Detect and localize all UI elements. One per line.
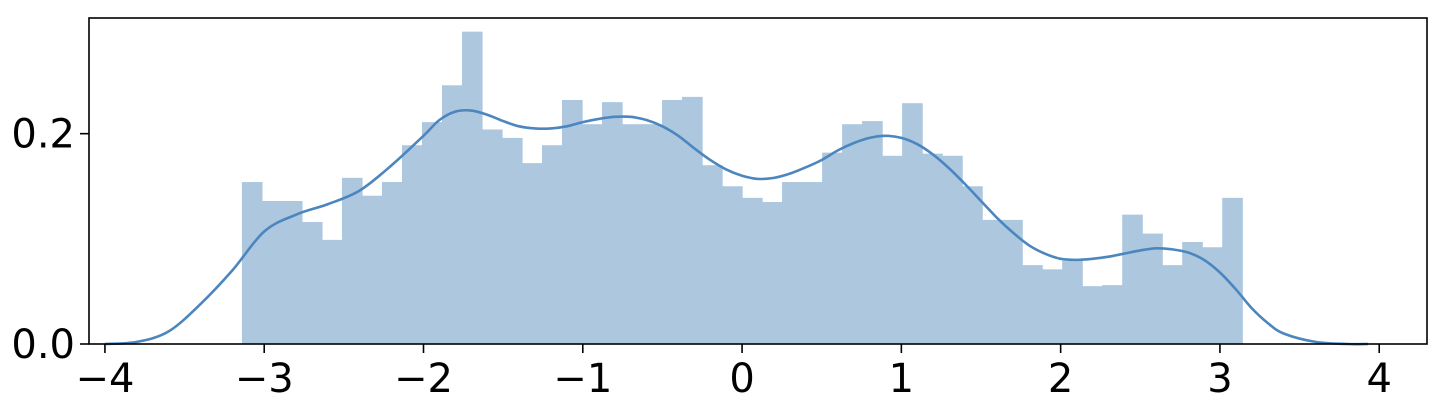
histogram-bar [241,182,263,344]
histogram-bar [702,165,723,344]
histogram-bar [802,182,823,344]
histogram-bar [782,182,803,344]
x-tick-label: 0 [729,356,754,402]
histogram-bars [241,31,1243,345]
histogram-bar [962,186,983,344]
histogram-bar [842,124,863,345]
x-tick-label: −1 [553,356,612,402]
histogram-bar [502,137,523,344]
histogram-bar [1022,265,1043,344]
histogram-bar [1162,265,1183,344]
histogram-bar [582,124,603,345]
y-tick-label: 0.0 [11,322,75,368]
histogram-bar [722,186,743,344]
histogram-bar [622,124,643,345]
histogram-bar [441,85,463,345]
histogram-bar [281,200,303,344]
histogram-bar [321,239,343,344]
histogram-bar [301,222,323,344]
histogram-bar [361,195,383,344]
histogram-bar [762,202,783,344]
histogram-bar [1222,197,1243,344]
kde-line [104,108,1369,346]
kde-layer [104,108,1369,346]
x-axis: −4 −3 −2 −1 0 1 2 3 4 [75,344,1392,402]
plot-frame [88,17,1428,345]
histogram-bar [1102,285,1123,344]
x-tick-label: −4 [75,356,134,402]
histogram-bar [642,124,663,345]
x-tick-label: 4 [1366,356,1391,402]
histogram-bar [682,96,703,345]
x-tick-label: 2 [1048,356,1073,402]
y-axis: 0.0 0.2 [11,112,89,368]
x-tick-label: −3 [235,356,294,402]
x-tick-label: 3 [1207,356,1232,402]
histogram-bar [902,103,923,345]
histogram-bar [522,163,543,344]
histogram-bar [742,197,763,344]
x-tick-label: −2 [394,356,453,402]
histogram-bar [1142,233,1163,344]
histogram-bar [562,100,583,344]
histogram-bar [1122,214,1143,344]
histogram-bar [461,31,483,344]
histogram-bar [822,152,843,344]
y-tick-label: 0.2 [11,112,75,158]
histogram-bar [1042,269,1063,344]
histogram-bar [942,155,963,344]
x-tick-label: 1 [889,356,914,402]
histogram-bar [982,219,1003,344]
histogram-bar [882,155,903,344]
histogram-bar [421,122,443,344]
histogram-bar [401,145,423,344]
histogram-bar [481,129,503,344]
histogram-bar [922,153,943,344]
histogram-bar [1182,241,1203,344]
histogram-bar [602,102,623,344]
histogram-bar [542,145,563,344]
histogram-bar [1002,219,1023,344]
histogram-bar [662,100,683,344]
histogram-bar [1082,286,1103,344]
histogram-bar [1062,260,1083,344]
histogram-bar [862,121,883,344]
histogram-bar [341,177,363,344]
histogram-bar [381,182,403,344]
histogram-bar [261,200,283,344]
